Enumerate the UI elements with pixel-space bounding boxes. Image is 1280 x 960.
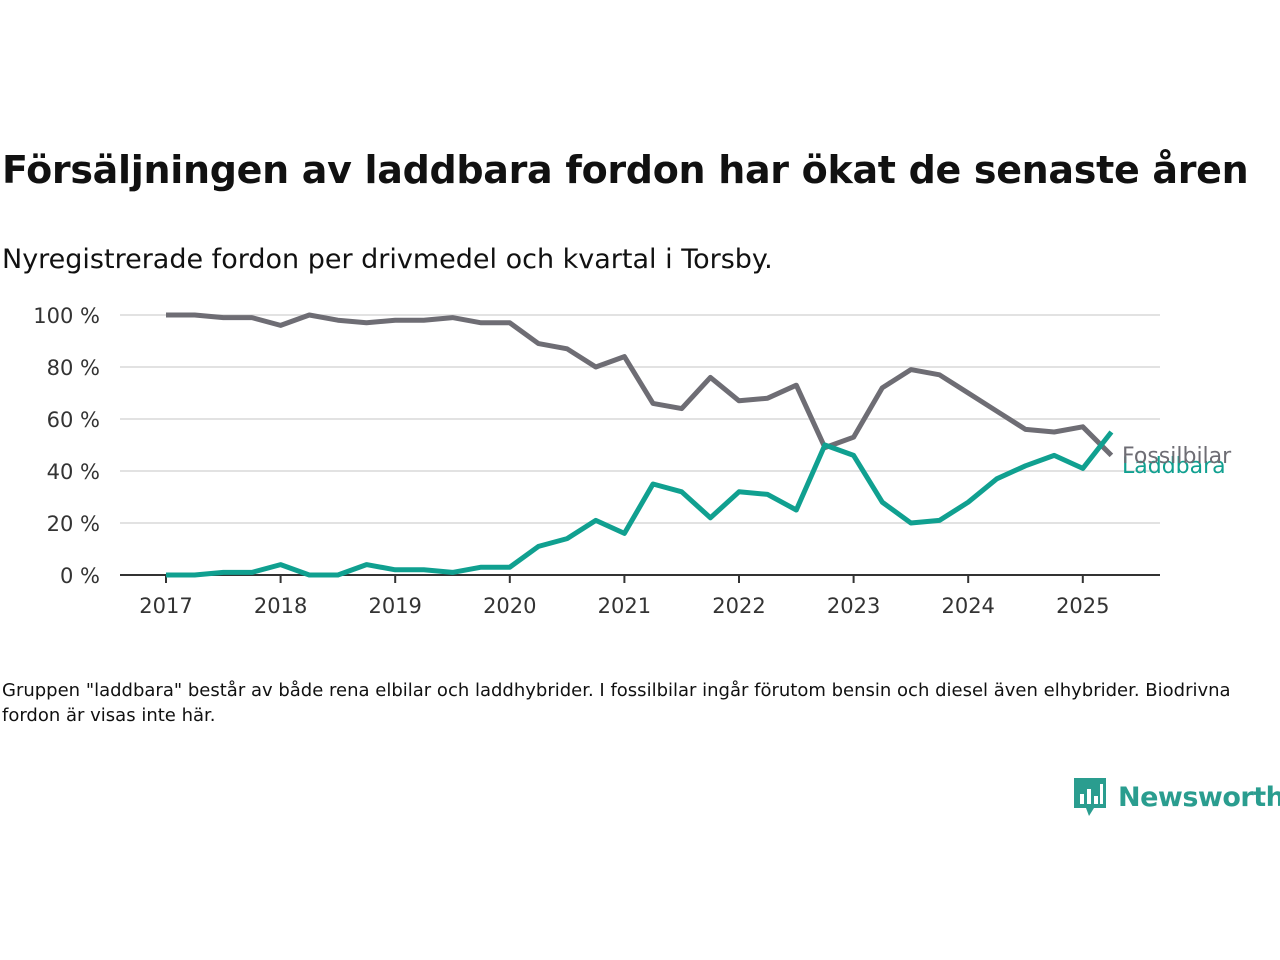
series-label-laddbara: Laddbara (1122, 454, 1226, 479)
x-tick-label: 2022 (712, 594, 765, 618)
x-tick-label: 2017 (139, 594, 192, 618)
chart-title: Försäljningen av laddbara fordon har öka… (2, 148, 1249, 192)
y-tick-label: 40 % (47, 460, 100, 484)
x-axis: 2017 2018 2019 2020 2021 2022 2023 2024 2025 (120, 574, 1160, 618)
brand-logo: Newsworthy (1072, 776, 1280, 818)
gridlines (120, 314, 1160, 524)
x-tick-label: 2019 (368, 594, 421, 618)
series-line-laddbara (166, 430, 1114, 578)
series-line-fossilbilar (166, 312, 1114, 458)
series-label-fossilbilar: Fossilbilar (1122, 444, 1232, 469)
y-axis-ticks: 0 % 20 % 40 % 60 % 80 % 100 % (33, 304, 100, 588)
newsworthy-logo-icon (1074, 778, 1106, 816)
x-tick-label: 2025 (1056, 594, 1109, 618)
line-chart: 0 % 20 % 40 % 60 % 80 % 100 % 2017 2018 2019 202… (33, 304, 1232, 618)
y-tick-label: 0 % (60, 564, 100, 588)
brand-name: Newsworthy (1118, 781, 1280, 813)
x-tick-label: 2020 (483, 594, 536, 618)
y-tick-label: 80 % (47, 356, 100, 380)
y-tick-label: 60 % (47, 408, 100, 432)
x-tick-label: 2023 (827, 594, 880, 618)
footnote: Gruppen "laddbara" består av både rena e… (2, 680, 1231, 726)
chart-subtitle: Nyregistrerade fordon per drivmedel och … (2, 244, 773, 275)
series-lines (166, 312, 1114, 578)
y-tick-label: 20 % (47, 512, 100, 536)
y-tick-label: 100 % (33, 304, 100, 328)
x-tick-label: 2021 (598, 594, 651, 618)
x-tick-label: 2024 (941, 594, 994, 618)
x-tick-label: 2018 (254, 594, 307, 618)
